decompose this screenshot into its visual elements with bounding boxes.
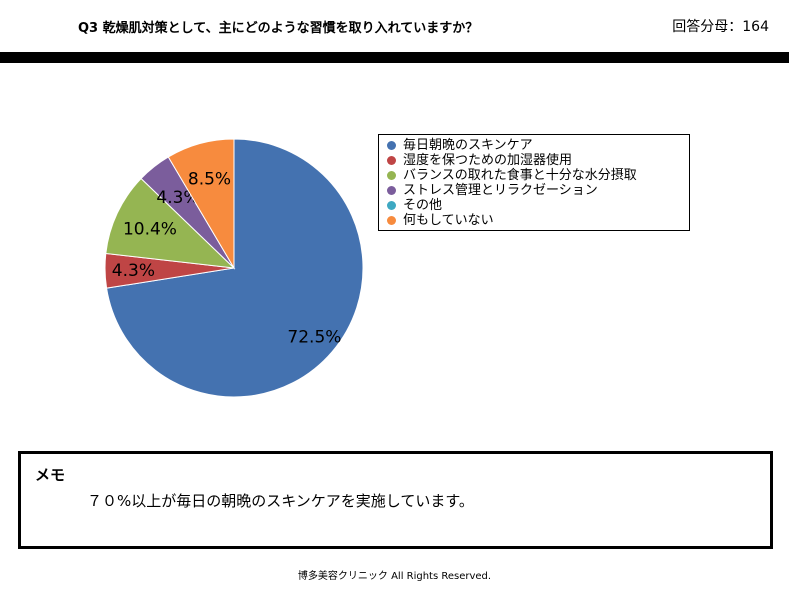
legend-swatch-icon <box>387 186 396 195</box>
legend-item: ストレス管理とリラクゼーション <box>387 183 689 198</box>
pie-data-label: 10.4% <box>123 219 177 239</box>
legend-swatch-icon <box>387 201 396 210</box>
memo-box: メモ ７０%以上が毎日の朝晩のスキンケアを実施しています。 <box>18 451 773 549</box>
legend-item: バランスの取れた食事と十分な水分摂取 <box>387 168 689 183</box>
legend-label: 何もしていない <box>403 213 494 228</box>
pie-slice <box>167 138 235 270</box>
pie-slice <box>105 177 236 269</box>
pie-chart: 72.5% 4.3% 10.4% 4.3% 8.5% 毎日朝晩のスキンケア 湿度を保つため… <box>0 63 789 443</box>
legend-label: その他 <box>403 198 443 213</box>
memo-text: ７０%以上が毎日の朝晩のスキンケアを実施しています。 <box>87 492 474 510</box>
legend-swatch-icon <box>387 141 396 150</box>
respondent-count: 回答分母：164 <box>672 19 769 35</box>
legend-item: 毎日朝晩のスキンケア <box>387 138 689 153</box>
pie-data-label: 4.3% <box>156 188 199 208</box>
legend-label: ストレス管理とリラクゼーション <box>403 183 598 198</box>
legend-swatch-icon <box>387 216 396 225</box>
legend-item: 何もしていない <box>387 213 689 228</box>
pie-data-label: 4.3% <box>112 261 155 281</box>
legend-item: 湿度を保つための加湿器使用 <box>387 153 689 168</box>
header-divider <box>0 52 789 63</box>
question-title: Q3 乾燥肌対策として、主にどのような習慣を取り入れていますか？ <box>78 21 479 36</box>
pie-data-label: 72.5% <box>287 328 341 348</box>
header: Q3 乾燥肌対策として、主にどのような習慣を取り入れていますか？ 回答分母：16… <box>0 0 789 52</box>
legend-item: その他 <box>387 198 689 213</box>
pie-data-label: 8.5% <box>188 169 231 189</box>
footer-copyright: 博多美容クリニック All Rights Reserved. <box>297 571 492 582</box>
pie-slice <box>106 138 364 398</box>
legend-label: 湿度を保つための加湿器使用 <box>403 153 573 168</box>
legend-swatch-icon <box>387 171 396 180</box>
memo-title: メモ <box>35 466 66 484</box>
chart-legend: 毎日朝晩のスキンケア 湿度を保つための加湿器使用 バランスの取れた食事と十分な水分摂… <box>378 134 690 231</box>
pie-chart-svg: 72.5%4.3%10.4%4.3%8.5% <box>104 138 364 398</box>
legend-swatch-icon <box>387 156 396 165</box>
legend-label: 毎日朝晩のスキンケア <box>403 138 533 153</box>
legend-label: バランスの取れた食事と十分な水分摂取 <box>403 168 637 183</box>
